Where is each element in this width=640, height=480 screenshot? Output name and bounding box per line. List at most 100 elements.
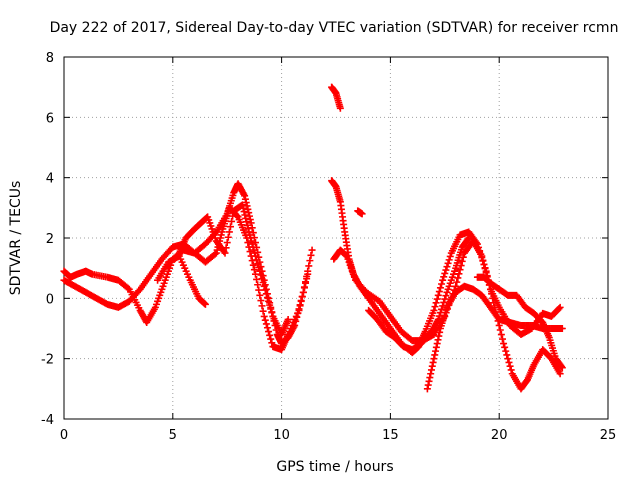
data-point [267, 305, 275, 313]
data-point [266, 301, 274, 309]
data-point [242, 199, 250, 207]
data-point [249, 261, 257, 269]
data-point [556, 370, 564, 378]
data-point [442, 266, 450, 274]
y-tick-label: -4 [41, 413, 54, 428]
data-point [240, 208, 248, 216]
data-point [479, 256, 487, 264]
data-point [558, 364, 566, 372]
data-point [259, 307, 267, 315]
data-point [495, 321, 503, 329]
data-point [434, 336, 442, 344]
data-point [453, 278, 461, 286]
data-point [247, 219, 255, 227]
data-point [436, 328, 444, 336]
data-point [439, 302, 447, 310]
x-tick-label: 5 [169, 428, 177, 443]
data-point [223, 239, 231, 247]
data-point [201, 300, 209, 308]
data-point [481, 265, 489, 273]
data-point [432, 343, 440, 351]
data-point [241, 211, 249, 219]
data-point [505, 358, 513, 366]
data-point [434, 315, 442, 323]
x-tick-label: 15 [382, 428, 399, 443]
data-point [268, 309, 276, 317]
data-point [251, 252, 259, 260]
data-point [303, 275, 311, 283]
data-points [60, 83, 566, 393]
data-point [262, 290, 270, 298]
data-point [441, 269, 449, 277]
data-point [242, 214, 250, 222]
data-point [229, 212, 237, 220]
data-point [257, 297, 265, 305]
data-point [435, 312, 443, 320]
data-point [555, 305, 563, 313]
data-point [250, 266, 258, 274]
data-point [426, 374, 434, 382]
data-point [241, 195, 249, 203]
data-point [428, 362, 436, 370]
data-point [298, 293, 306, 301]
data-point [507, 366, 515, 374]
y-tick-label: 0 [46, 292, 54, 307]
data-point [266, 331, 274, 339]
data-point [434, 291, 442, 299]
data-point [506, 362, 514, 370]
data-point [427, 366, 435, 374]
data-point [226, 223, 234, 231]
data-point [258, 302, 266, 310]
data-point [257, 271, 265, 279]
data-point [211, 250, 219, 258]
data-point [222, 244, 230, 252]
data-point [241, 192, 249, 200]
x-tick-label: 10 [273, 428, 290, 443]
data-point [307, 251, 315, 259]
data-point [438, 305, 446, 313]
data-point [456, 266, 464, 274]
data-point [464, 235, 472, 243]
data-point [478, 252, 486, 260]
data-point [263, 294, 271, 302]
data-point [296, 302, 304, 310]
data-point [262, 320, 270, 328]
data-point [261, 316, 269, 324]
data-point [503, 351, 511, 359]
data-point [267, 335, 275, 343]
data-point [480, 260, 488, 268]
data-point [423, 385, 431, 393]
data-point [243, 221, 251, 229]
y-tick-label: 8 [46, 51, 54, 66]
data-point [306, 257, 314, 265]
data-point [225, 228, 233, 236]
data-point [240, 190, 248, 198]
y-tick-label: 2 [46, 232, 54, 247]
data-point [299, 288, 307, 296]
data-point [502, 347, 510, 355]
data-point [244, 225, 252, 233]
data-point [300, 284, 308, 292]
data-point [557, 363, 565, 371]
data-point [441, 295, 449, 303]
data-point [465, 234, 473, 242]
data-point [424, 381, 432, 389]
data-point [228, 217, 236, 225]
data-point [358, 210, 366, 218]
data-point [458, 257, 466, 265]
data-point [439, 276, 447, 284]
data-point [265, 328, 273, 336]
data-point [255, 286, 263, 294]
x-tick-label: 20 [491, 428, 508, 443]
grid [64, 57, 608, 419]
data-point [246, 212, 254, 220]
data-point [253, 256, 261, 264]
y-tick-label: 6 [46, 111, 54, 126]
data-point [258, 275, 266, 283]
data-point [435, 288, 443, 296]
data-point [220, 248, 228, 256]
x-tick-label: 0 [60, 428, 68, 443]
data-point [435, 332, 443, 340]
data-point [445, 256, 453, 264]
data-point [500, 340, 508, 348]
